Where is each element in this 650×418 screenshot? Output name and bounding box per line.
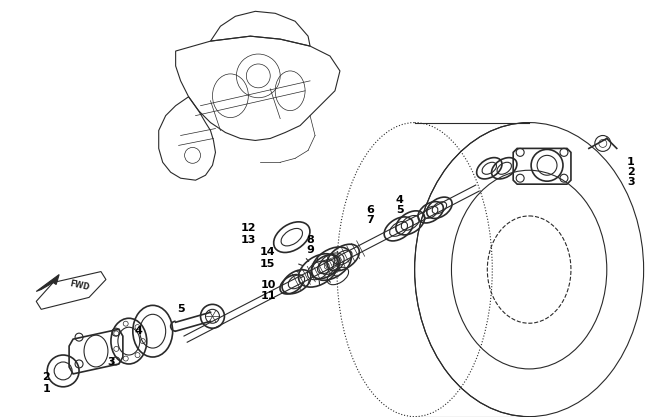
Text: 4: 4 — [396, 195, 404, 205]
Text: 2: 2 — [42, 372, 50, 382]
Text: 2: 2 — [627, 167, 634, 177]
Text: 5: 5 — [177, 304, 185, 314]
Text: 10: 10 — [261, 280, 276, 291]
Text: 14: 14 — [259, 247, 275, 257]
Text: 6: 6 — [366, 205, 374, 215]
Text: 8: 8 — [306, 235, 314, 245]
Text: 13: 13 — [240, 235, 256, 245]
Text: 5: 5 — [396, 205, 404, 215]
Text: 12: 12 — [240, 223, 256, 233]
Text: 3: 3 — [627, 177, 634, 187]
Text: 15: 15 — [259, 259, 275, 269]
Text: 9: 9 — [306, 245, 314, 255]
Text: 1: 1 — [42, 384, 50, 394]
Text: 4: 4 — [135, 326, 143, 336]
Text: FWD: FWD — [68, 279, 90, 292]
Text: 3: 3 — [107, 357, 115, 367]
Polygon shape — [36, 275, 59, 291]
Text: 11: 11 — [261, 291, 276, 301]
Text: 1: 1 — [627, 157, 634, 167]
Text: 7: 7 — [366, 215, 374, 225]
